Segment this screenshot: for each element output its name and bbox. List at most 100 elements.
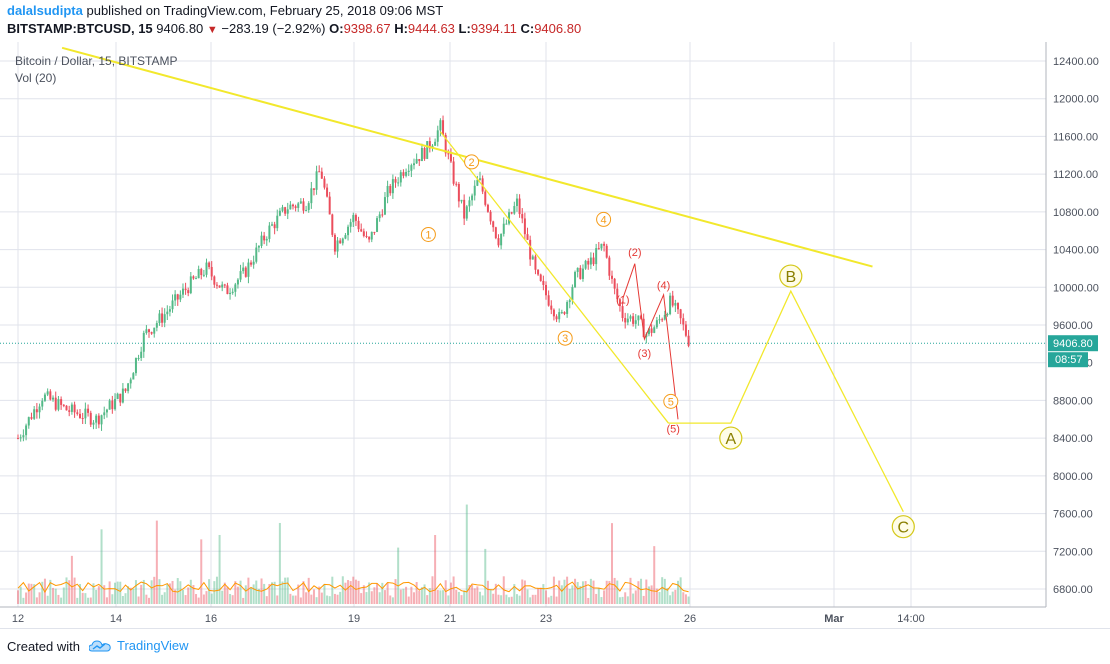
- grid-lines: [0, 42, 1046, 607]
- candle-body: [505, 223, 508, 225]
- candle-body: [103, 412, 106, 416]
- candle-body: [405, 171, 408, 176]
- volume-bar: [134, 580, 137, 604]
- volume-bar: [468, 585, 471, 604]
- volume-bar: [352, 576, 355, 604]
- candle-body: [637, 315, 640, 321]
- volume-bar: [484, 548, 487, 604]
- volume-bars: [17, 504, 690, 604]
- volume-bar: [558, 580, 561, 604]
- volume-bar: [418, 590, 421, 604]
- volume-bar: [378, 592, 381, 604]
- candle-body: [394, 179, 397, 183]
- candle-body: [669, 295, 672, 315]
- candle-body: [611, 275, 613, 279]
- candle-body: [677, 303, 679, 310]
- candle-body: [257, 245, 260, 248]
- candle-body: [105, 409, 108, 413]
- candle-body: [244, 267, 247, 277]
- price-axis[interactable]: 12400.00 12000.00 11600.00 11200.00 10800.00…: [1053, 56, 1099, 596]
- wave-label-5: 5: [668, 396, 674, 408]
- candle-body: [213, 276, 216, 285]
- volume-bar: [547, 597, 550, 604]
- volume-bar: [381, 582, 384, 604]
- candle-body: [60, 399, 63, 405]
- author-link[interactable]: dalalsudipta: [7, 3, 83, 18]
- volume-bar: [460, 595, 463, 604]
- volume-bar: [476, 586, 479, 604]
- volume-bar: [121, 595, 124, 604]
- volume-bar: [268, 583, 271, 604]
- candle-body: [655, 320, 658, 328]
- candle-body: [494, 227, 497, 239]
- volume-bar: [447, 595, 450, 604]
- candle-body: [508, 212, 511, 224]
- volume-bar: [650, 585, 653, 604]
- candle-body: [595, 248, 598, 265]
- wave-labels: 1 2 3 4 5 (1) (2) (3) (4) (5) A B C: [420, 154, 915, 539]
- candle-body: [547, 295, 550, 306]
- candle-body: [181, 288, 184, 295]
- volume-bar: [455, 589, 458, 604]
- price-tick-label: 7200.00: [1053, 546, 1093, 558]
- time-axis[interactable]: 12 14 16 19 21 23 26 Mar 14:00: [12, 613, 925, 625]
- price-tick-label: 12400.00: [1053, 56, 1099, 68]
- volume-bar: [114, 582, 117, 604]
- candle-body: [52, 397, 55, 400]
- candle-body: [589, 257, 592, 265]
- volume-bar: [263, 583, 266, 604]
- ohlc-line: BITSTAMP:BTCUSD, 15 9406.80 ▼ −283.19 (−…: [7, 21, 581, 36]
- tradingview-link[interactable]: TradingView: [89, 638, 189, 653]
- volume-bar: [27, 583, 30, 604]
- volume-bar: [545, 590, 547, 604]
- candle-body: [423, 148, 426, 159]
- candle-body: [294, 206, 297, 208]
- time-tick-label: 14:00: [897, 613, 925, 625]
- candle-body: [271, 224, 274, 226]
- candle-body: [518, 198, 521, 215]
- price-tick-label: 10400.00: [1053, 245, 1099, 257]
- candle-body: [111, 400, 114, 410]
- candle-body: [89, 412, 92, 425]
- volume-bar: [68, 580, 71, 604]
- high-label: H:: [394, 21, 408, 36]
- candle-body: [447, 153, 450, 155]
- volume-bar: [344, 582, 347, 604]
- candle-body: [650, 328, 653, 333]
- candle-body: [476, 179, 479, 186]
- volume-bar: [252, 584, 255, 604]
- volume-bar: [210, 593, 213, 604]
- candle-body: [202, 274, 205, 276]
- volume-bar: [415, 582, 418, 604]
- volume-bar: [57, 594, 60, 604]
- candle-body: [473, 185, 476, 196]
- candle-body: [471, 195, 474, 201]
- volume-bar: [621, 596, 624, 604]
- volume-bar: [46, 595, 49, 604]
- volume-bar: [92, 583, 95, 604]
- time-tick-label: 21: [444, 613, 456, 625]
- volume-bar: [184, 595, 187, 604]
- volume-bar: [189, 579, 192, 604]
- candle-body: [576, 267, 579, 272]
- volume-bar: [407, 596, 410, 604]
- candle-body: [613, 278, 616, 289]
- volume-bar: [405, 586, 408, 604]
- candle-body: [30, 417, 33, 419]
- candle-body: [489, 211, 492, 222]
- candle-body: [273, 224, 276, 229]
- volume-bar: [471, 584, 474, 604]
- candle-body: [523, 218, 526, 235]
- candle-body: [600, 243, 603, 249]
- candlestick-series: [17, 115, 690, 442]
- candle-body: [192, 276, 195, 279]
- volume-bar: [354, 579, 357, 604]
- volume-bar: [265, 596, 268, 604]
- wave-marker-5: [663, 393, 679, 409]
- candle-body: [526, 234, 529, 240]
- candle-body: [153, 327, 156, 334]
- volume-bar: [449, 582, 452, 604]
- candle-body: [592, 257, 595, 265]
- candle-body: [534, 256, 537, 270]
